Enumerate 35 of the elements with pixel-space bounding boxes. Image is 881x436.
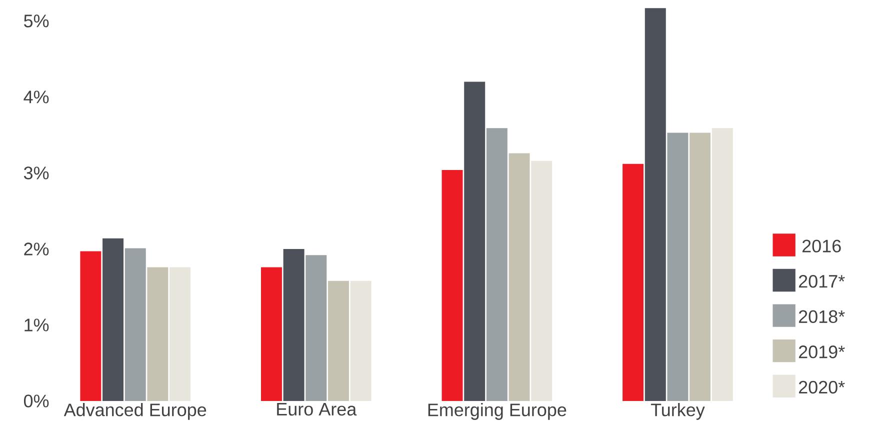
x-tick-label: Emerging Europe (428, 403, 566, 420)
bar (102, 238, 124, 401)
bar (442, 170, 463, 401)
bar (328, 280, 349, 401)
y-tick-label: 5% (24, 14, 49, 28)
bar (486, 128, 508, 401)
bar (170, 267, 191, 401)
y-tick-label: 4% (24, 90, 49, 104)
bar (531, 160, 552, 401)
bar (306, 255, 327, 401)
bar (690, 132, 711, 401)
bar (464, 82, 486, 401)
legend-label: 2018* (798, 310, 845, 323)
x-tick-label: Euro Area (277, 403, 357, 416)
bar (622, 164, 644, 401)
y-tick-label: 1% (24, 318, 49, 332)
y-tick-label: 0% (24, 394, 49, 408)
bar (667, 132, 688, 401)
bar (712, 128, 733, 401)
bar (147, 267, 168, 401)
bar (508, 153, 530, 401)
legend-label: 2020* (798, 380, 845, 394)
y-tick-label: 2% (24, 242, 49, 256)
bar (644, 8, 666, 401)
x-tick-label: Turkey (650, 403, 705, 420)
bar (124, 248, 146, 401)
bar (80, 251, 102, 401)
bar (350, 280, 372, 401)
legend-label: 2019* (798, 346, 845, 358)
bar (283, 248, 304, 401)
x-tick-label: Advanced Europe (64, 403, 206, 420)
legend-label: 2017* (798, 274, 845, 288)
legend-label: 2016 (802, 240, 841, 252)
bar (260, 267, 282, 401)
y-tick-label: 3% (24, 166, 49, 180)
